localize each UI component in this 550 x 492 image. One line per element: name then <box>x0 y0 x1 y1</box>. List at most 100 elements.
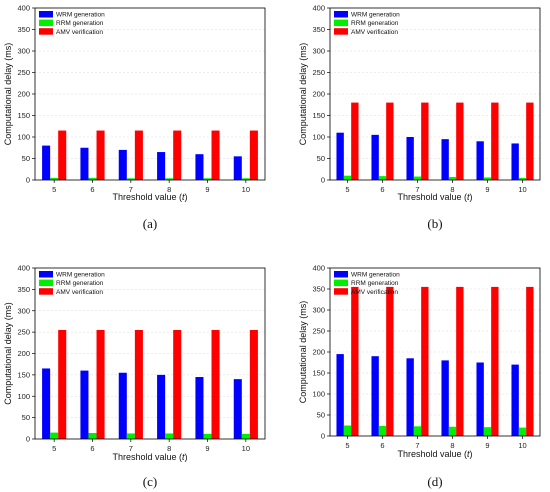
bar-wrm-generation <box>511 364 519 436</box>
y-tick-label: 50 <box>317 154 325 163</box>
bar-rrm-generation <box>50 432 59 439</box>
x-axis-title-variable: t <box>182 192 185 202</box>
bar-wrm-generation <box>118 372 127 439</box>
bar-wrm-generation <box>42 368 51 439</box>
x-axis-title-text: Threshold value ( <box>397 449 467 459</box>
bar-wrm-generation <box>406 358 414 436</box>
bar-wrm-generation <box>476 141 484 180</box>
y-tick-label: 350 <box>312 25 325 34</box>
chart-panel-3: 0 50 100 150 200 250 300 350 400 5 6 7 8 9 10 WRM gener… <box>3 264 266 489</box>
y-tick-label: 300 <box>312 306 325 315</box>
bar-amv-verification <box>211 329 220 439</box>
x-axis-title-text: Threshold value ( <box>397 192 467 202</box>
x-axis-title: Threshold value (t) <box>112 452 187 462</box>
bar-rrm-generation <box>378 176 387 180</box>
legend-label: WRM generation <box>351 272 400 279</box>
bar-rrm-generation <box>448 176 457 180</box>
x-axis-title-close: ) <box>470 192 473 202</box>
bar-rrm-generation <box>413 426 422 436</box>
legend-label: AMV verification <box>351 29 398 36</box>
bar-rrm-generation <box>241 178 250 180</box>
y-tick-label: 300 <box>312 47 325 56</box>
bar-amv-verification <box>456 102 464 180</box>
panel-caption: (d) <box>427 474 442 489</box>
plot-area <box>35 8 265 180</box>
legend-swatch <box>39 279 53 287</box>
chart-panel-1: 0 50 100 150 200 250 300 350 400 5 6 7 8 9 10 WRM gener… <box>3 4 266 231</box>
x-tick-label: 7 <box>129 185 133 194</box>
y-tick-label: 0 <box>26 176 30 185</box>
x-tick-label: 10 <box>242 185 250 194</box>
y-tick-label: 400 <box>312 264 325 273</box>
legend-swatch <box>334 279 348 287</box>
bar-wrm-generation <box>511 143 519 180</box>
y-tick-label: 100 <box>17 133 30 142</box>
x-tick-label: 10 <box>518 185 526 194</box>
y-tick-label: 50 <box>22 154 30 163</box>
bar-rrm-generation <box>126 433 135 439</box>
y-axis-title: Computational delay (ms) <box>3 302 13 405</box>
bar-wrm-generation <box>441 139 449 180</box>
legend-label: WRM generation <box>351 12 400 19</box>
x-tick-label: 8 <box>167 444 171 453</box>
legend-label: AMV verification <box>351 289 398 296</box>
legend-swatch <box>39 28 53 35</box>
chart-panel-4: 0 50 100 150 200 250 300 350 400 5 6 7 8 9 10 WRM gener… <box>298 264 541 489</box>
bar-wrm-generation <box>371 356 379 436</box>
bar-rrm-generation <box>88 177 97 180</box>
bar-wrm-generation <box>118 149 127 180</box>
bar-amv-verification <box>58 130 67 180</box>
bar-amv-verification <box>456 286 464 436</box>
legend-swatch <box>39 271 53 278</box>
bar-rrm-generation <box>413 176 422 180</box>
bar-rrm-generation <box>483 427 492 436</box>
x-tick-label: 8 <box>450 185 454 194</box>
bar-rrm-generation <box>343 425 352 436</box>
y-axis-title: Computational delay (ms) <box>298 43 308 146</box>
y-tick-label: 100 <box>17 392 30 401</box>
x-tick-label: 8 <box>167 185 171 194</box>
bar-amv-verification <box>173 329 182 439</box>
x-tick-label: 6 <box>90 185 94 194</box>
panel-caption: (a) <box>143 216 157 231</box>
x-tick-label: 5 <box>52 185 56 194</box>
bar-rrm-generation <box>518 427 527 436</box>
bar-amv-verification <box>491 102 499 180</box>
x-tick-label: 9 <box>485 185 489 194</box>
legend-swatch <box>39 11 53 18</box>
legend-swatch <box>334 28 348 35</box>
legend-swatch <box>334 19 348 27</box>
y-tick-label: 300 <box>17 47 30 56</box>
y-tick-label: 400 <box>17 4 30 13</box>
bar-wrm-generation <box>336 132 344 180</box>
legend-swatch <box>39 19 53 27</box>
bar-amv-verification <box>351 286 359 436</box>
x-axis-title: Threshold value (t) <box>112 192 187 202</box>
chart-panel-2: 0 50 100 150 200 250 300 350 400 5 6 7 8 9 10 WRM gener… <box>298 4 541 231</box>
bar-wrm-generation <box>195 154 204 180</box>
y-tick-label: 250 <box>312 327 325 336</box>
bar-rrm-generation <box>448 426 457 436</box>
bar-amv-verification <box>386 102 394 180</box>
x-axis-title-close: ) <box>185 192 188 202</box>
legend-label: RRM generation <box>351 20 399 27</box>
bar-amv-verification <box>351 102 359 180</box>
x-tick-label: 6 <box>90 444 94 453</box>
bar-amv-verification <box>421 286 429 436</box>
bar-rrm-generation <box>165 178 174 180</box>
y-tick-label: 50 <box>22 413 30 422</box>
bar-amv-verification <box>58 329 67 439</box>
bar-amv-verification <box>134 130 143 180</box>
y-tick-label: 400 <box>312 4 325 13</box>
bar-amv-verification <box>249 329 258 439</box>
y-tick-label: 200 <box>312 348 325 357</box>
bar-wrm-generation <box>441 360 449 436</box>
bar-wrm-generation <box>80 370 89 439</box>
x-axis-title-text: Threshold value ( <box>112 452 182 462</box>
bar-wrm-generation <box>195 377 204 439</box>
